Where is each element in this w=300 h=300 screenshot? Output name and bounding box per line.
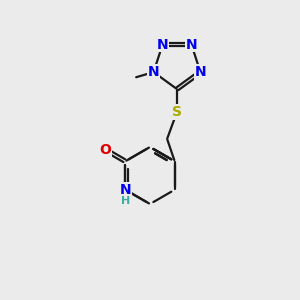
Text: O: O [99, 142, 111, 157]
Text: S: S [172, 105, 182, 119]
Text: N: N [148, 65, 159, 79]
Text: N: N [157, 38, 168, 52]
Text: N: N [186, 38, 197, 52]
Text: N: N [119, 183, 131, 197]
Text: N: N [195, 65, 206, 79]
Text: H: H [121, 196, 130, 206]
